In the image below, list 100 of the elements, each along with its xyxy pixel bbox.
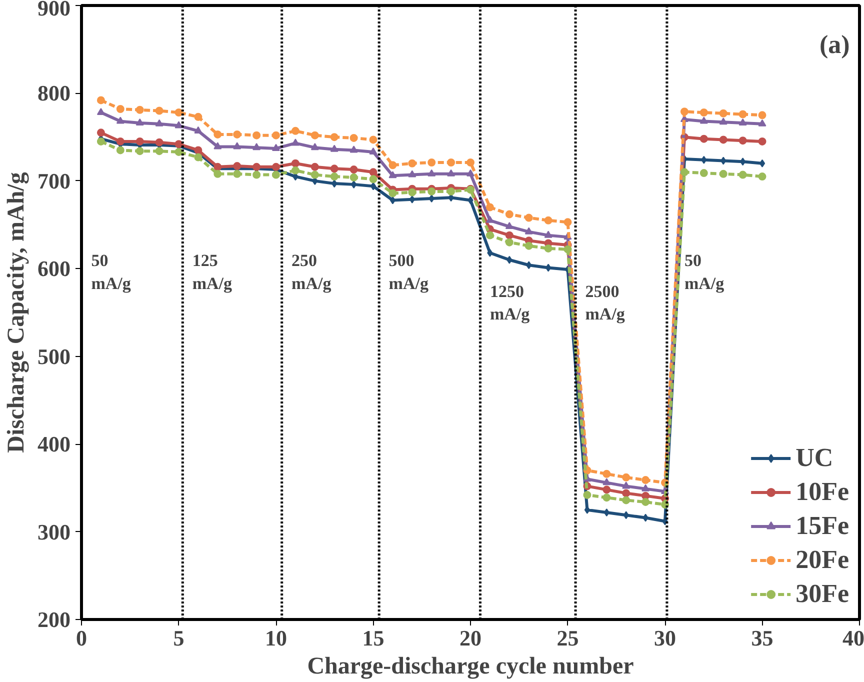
point <box>487 248 493 257</box>
point <box>155 138 164 146</box>
point <box>350 180 357 188</box>
y-tick-label: 200 <box>38 607 70 632</box>
point <box>310 143 319 150</box>
point <box>155 106 164 115</box>
x-tick-label: 35 <box>751 626 774 650</box>
x-tick-label: 40 <box>842 626 864 650</box>
point <box>233 162 242 170</box>
point <box>252 143 261 150</box>
point <box>350 146 358 153</box>
point <box>564 218 572 226</box>
point <box>700 169 708 178</box>
point <box>428 158 436 166</box>
point <box>214 142 222 150</box>
point <box>544 244 552 252</box>
point <box>96 137 105 146</box>
legend-label: UC <box>796 443 834 473</box>
point <box>252 131 261 140</box>
point <box>719 109 728 118</box>
point <box>214 170 222 178</box>
point <box>622 489 630 498</box>
point <box>310 131 319 140</box>
point <box>272 170 280 179</box>
point <box>642 476 650 484</box>
point <box>116 146 124 154</box>
x-axis-title: Charge-discharge cycle number <box>307 654 634 680</box>
point <box>174 121 183 128</box>
annotation: (a) <box>819 30 850 60</box>
point <box>330 164 338 173</box>
point <box>680 168 688 176</box>
point <box>388 189 397 198</box>
point <box>505 231 514 240</box>
point <box>602 486 611 494</box>
point <box>116 105 124 113</box>
point <box>505 238 514 246</box>
point <box>330 172 338 181</box>
point <box>136 106 144 114</box>
point <box>758 172 766 181</box>
point <box>506 256 512 264</box>
point <box>758 111 766 120</box>
point <box>174 148 183 156</box>
point <box>466 169 474 176</box>
legend-label: 15Fe <box>796 511 849 541</box>
point <box>526 261 532 270</box>
point <box>505 210 514 218</box>
point <box>740 158 746 166</box>
point <box>544 230 552 238</box>
x-tick-label: 5 <box>173 626 184 650</box>
point <box>719 118 728 125</box>
legend-label: 10Fe <box>796 477 849 507</box>
point <box>622 473 630 482</box>
point <box>719 170 728 178</box>
point <box>369 175 378 184</box>
x-tick-label: 10 <box>265 626 287 650</box>
point <box>136 147 144 156</box>
point <box>738 170 747 179</box>
point <box>330 133 338 142</box>
point <box>642 498 650 506</box>
point <box>408 170 416 178</box>
x-tick-label: 20 <box>460 626 482 650</box>
point <box>428 187 436 196</box>
point <box>719 136 728 144</box>
point <box>524 242 533 250</box>
point <box>642 484 650 492</box>
y-tick-label: 300 <box>38 519 70 544</box>
point <box>291 166 300 174</box>
point <box>447 169 456 176</box>
point <box>642 514 648 522</box>
point <box>408 159 416 168</box>
point <box>623 511 629 520</box>
point <box>468 196 474 204</box>
point <box>447 187 456 196</box>
point <box>486 231 494 240</box>
point <box>155 147 164 156</box>
point <box>369 136 378 144</box>
point <box>738 110 747 118</box>
y-tick-label: 800 <box>38 80 70 106</box>
point <box>564 245 572 254</box>
point <box>96 128 105 137</box>
point <box>116 137 124 146</box>
point <box>505 222 514 230</box>
point <box>622 482 630 489</box>
point <box>194 146 202 154</box>
point <box>272 131 280 140</box>
point <box>738 136 747 145</box>
point <box>369 168 378 176</box>
point <box>408 188 416 196</box>
point <box>390 196 396 204</box>
point <box>136 137 144 146</box>
point <box>428 194 434 202</box>
point <box>155 119 164 126</box>
y-axis-title: Discharge Capacity, mAh/g <box>4 172 30 453</box>
y-tick-label: 700 <box>38 168 70 194</box>
x-tick-label: 25 <box>556 626 579 650</box>
point <box>310 170 319 179</box>
point <box>291 126 300 135</box>
point <box>701 156 707 164</box>
point <box>96 108 105 116</box>
annotation: 125 mA/g <box>192 251 233 293</box>
